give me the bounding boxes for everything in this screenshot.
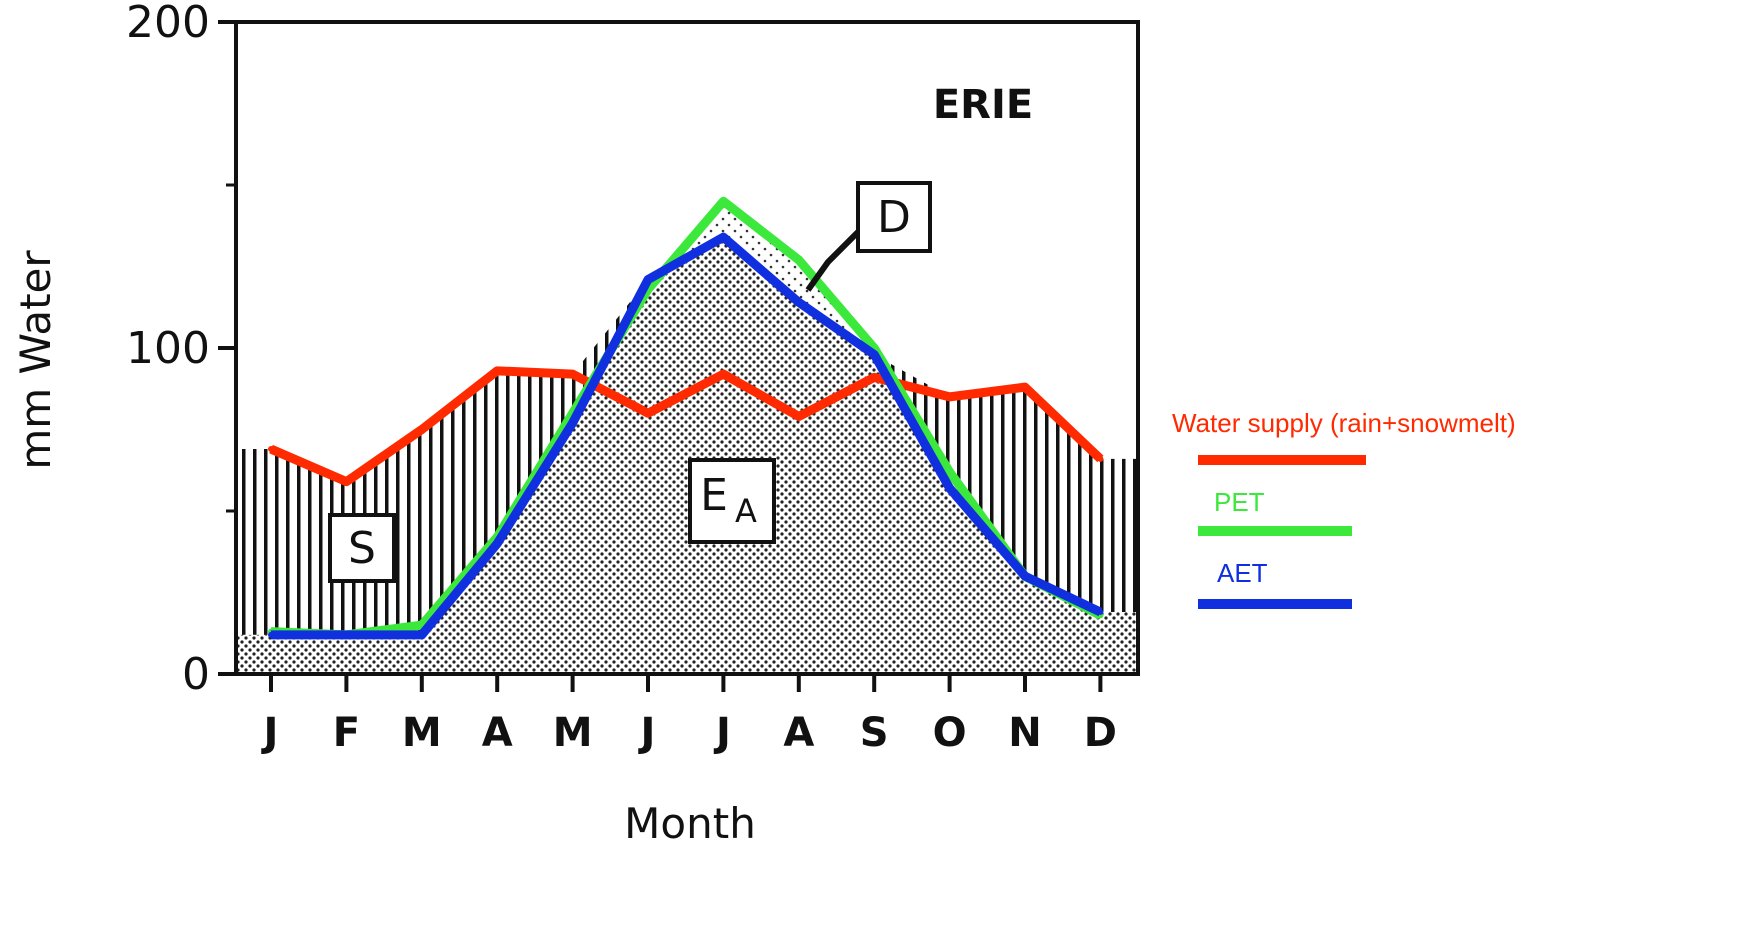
data-point [946,393,953,400]
data-point [268,446,274,453]
data-point [343,631,350,638]
data-point [720,234,727,241]
data-point [946,485,953,492]
series-line-2 [271,232,1103,640]
data-point [418,631,425,638]
legend-label: PET [1214,487,1265,517]
x-tick-label: D [1084,710,1117,756]
data-point [720,371,727,378]
label-d: D [877,192,911,243]
x-tick-label: A [482,710,513,756]
x-tick-label: J [261,710,279,756]
legend: Water supply (rain+snowmelt) PET AET [1172,408,1516,609]
series-line-0 [269,366,1104,487]
surplus-region [236,237,1138,635]
series-line-1 [270,196,1103,640]
data-point [795,413,802,420]
actual-evapotranspiration-region [236,237,1138,674]
chart-title: ERIE [933,82,1033,128]
data-point [946,468,953,475]
data-point [343,478,350,485]
data-point [418,426,425,433]
data-point [1097,609,1104,616]
y-tick-label: 200 [126,0,210,48]
label-s: S [348,523,376,574]
data-point [569,419,576,426]
data-point [494,540,501,547]
x-tick-label: F [333,710,360,756]
data-point [645,410,651,417]
deficit-region [648,201,875,355]
data-point [795,256,802,263]
y-tick-label: 0 [182,649,210,700]
label-box-s: S [328,513,396,583]
x-tick-label: N [1008,710,1041,756]
label-ea-main: E [700,470,728,521]
label-box-ea: E A [688,458,776,544]
data-point [494,367,501,374]
y-tick-label: 100 [126,323,210,374]
data-point [1022,573,1028,580]
x-tick-label: A [783,710,814,756]
x-tick-label: S [860,710,889,756]
data-point [720,198,727,205]
label-ea-sub: A [735,492,757,530]
y-axis: 0 100 200 [126,0,236,700]
legend-label: Water supply (rain+snowmelt) [1172,408,1516,438]
label-d-pointer [805,229,861,292]
data-point [645,276,651,283]
data-point [871,374,878,381]
data-point [1022,384,1028,391]
legend-label: AET [1217,558,1268,588]
data-point [1097,455,1104,462]
x-tick-label: J [638,710,656,756]
x-tick-label: M [553,710,593,756]
x-tick-label: M [402,710,442,756]
data-point [871,351,878,358]
data-point [569,371,576,378]
label-box-d: D [805,181,932,292]
shaded-regions [236,201,1138,674]
data-point [795,299,802,306]
data-point [268,631,274,638]
x-axis-title: Month [624,799,756,848]
y-axis-title: mm Water [11,250,60,470]
x-tick-label: O [933,710,967,756]
series-lines [268,196,1104,640]
x-tick-label: J [713,710,731,756]
